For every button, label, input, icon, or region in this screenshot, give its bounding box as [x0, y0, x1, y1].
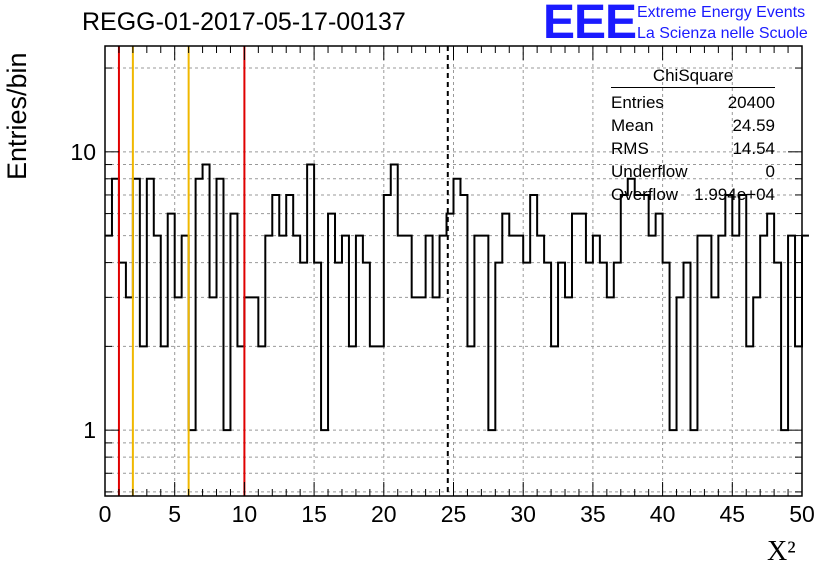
x-tick-label: 0 — [99, 501, 112, 527]
x-tick-label: 35 — [580, 501, 606, 527]
stats-box: ChiSquare Entries 20400 Mean 24.59 RMS 14.5… — [611, 66, 775, 206]
stats-row-underflow: Underflow 0 — [611, 160, 775, 183]
x-tick-label: 40 — [650, 501, 676, 527]
chart-title: REGG-01-2017-05-17-00137 — [82, 8, 406, 36]
stats-row-rms: RMS 14.54 — [611, 137, 775, 160]
stats-row-overflow: Overflow 1.994e+04 — [611, 183, 775, 206]
y-tick-label: 10 — [70, 139, 96, 165]
x-tick-label: 5 — [168, 501, 181, 527]
stats-title: ChiSquare — [611, 66, 775, 88]
logo-line-1: Extreme Energy Events — [637, 4, 806, 21]
stats-value: 0 — [765, 162, 775, 181]
histogram-line — [105, 163, 809, 432]
x-tick-label: 25 — [441, 501, 467, 527]
stats-label: Mean — [611, 116, 654, 135]
x-tick-label: 15 — [301, 501, 327, 527]
stats-label: Overflow — [611, 185, 679, 204]
x-tick-label: 45 — [720, 501, 746, 527]
x-tick-label: 50 — [789, 501, 815, 527]
x-tick-label: 10 — [232, 501, 258, 527]
y-tick-label: 1 — [83, 417, 96, 443]
stats-label: RMS — [611, 139, 649, 158]
stats-value: 24.59 — [732, 116, 775, 135]
stats-row-mean: Mean 24.59 — [611, 114, 775, 137]
x-tick-label: 20 — [371, 501, 397, 527]
x-tick-label: 30 — [510, 501, 536, 527]
stats-value: 1.994e+04 — [694, 185, 775, 204]
y-axis-label: Entries/bin — [2, 52, 32, 180]
x-axis-label: X² — [767, 536, 796, 567]
stats-label: Entries — [611, 93, 664, 112]
stats-label: Underflow — [611, 162, 688, 181]
stats-row-entries: Entries 20400 — [611, 91, 775, 114]
eee-logo: EEE — [543, 0, 637, 49]
logo-line-2: La Scienza nelle Scuole — [637, 25, 808, 42]
stats-value: 14.54 — [732, 139, 775, 158]
stats-value: 20400 — [727, 93, 775, 112]
